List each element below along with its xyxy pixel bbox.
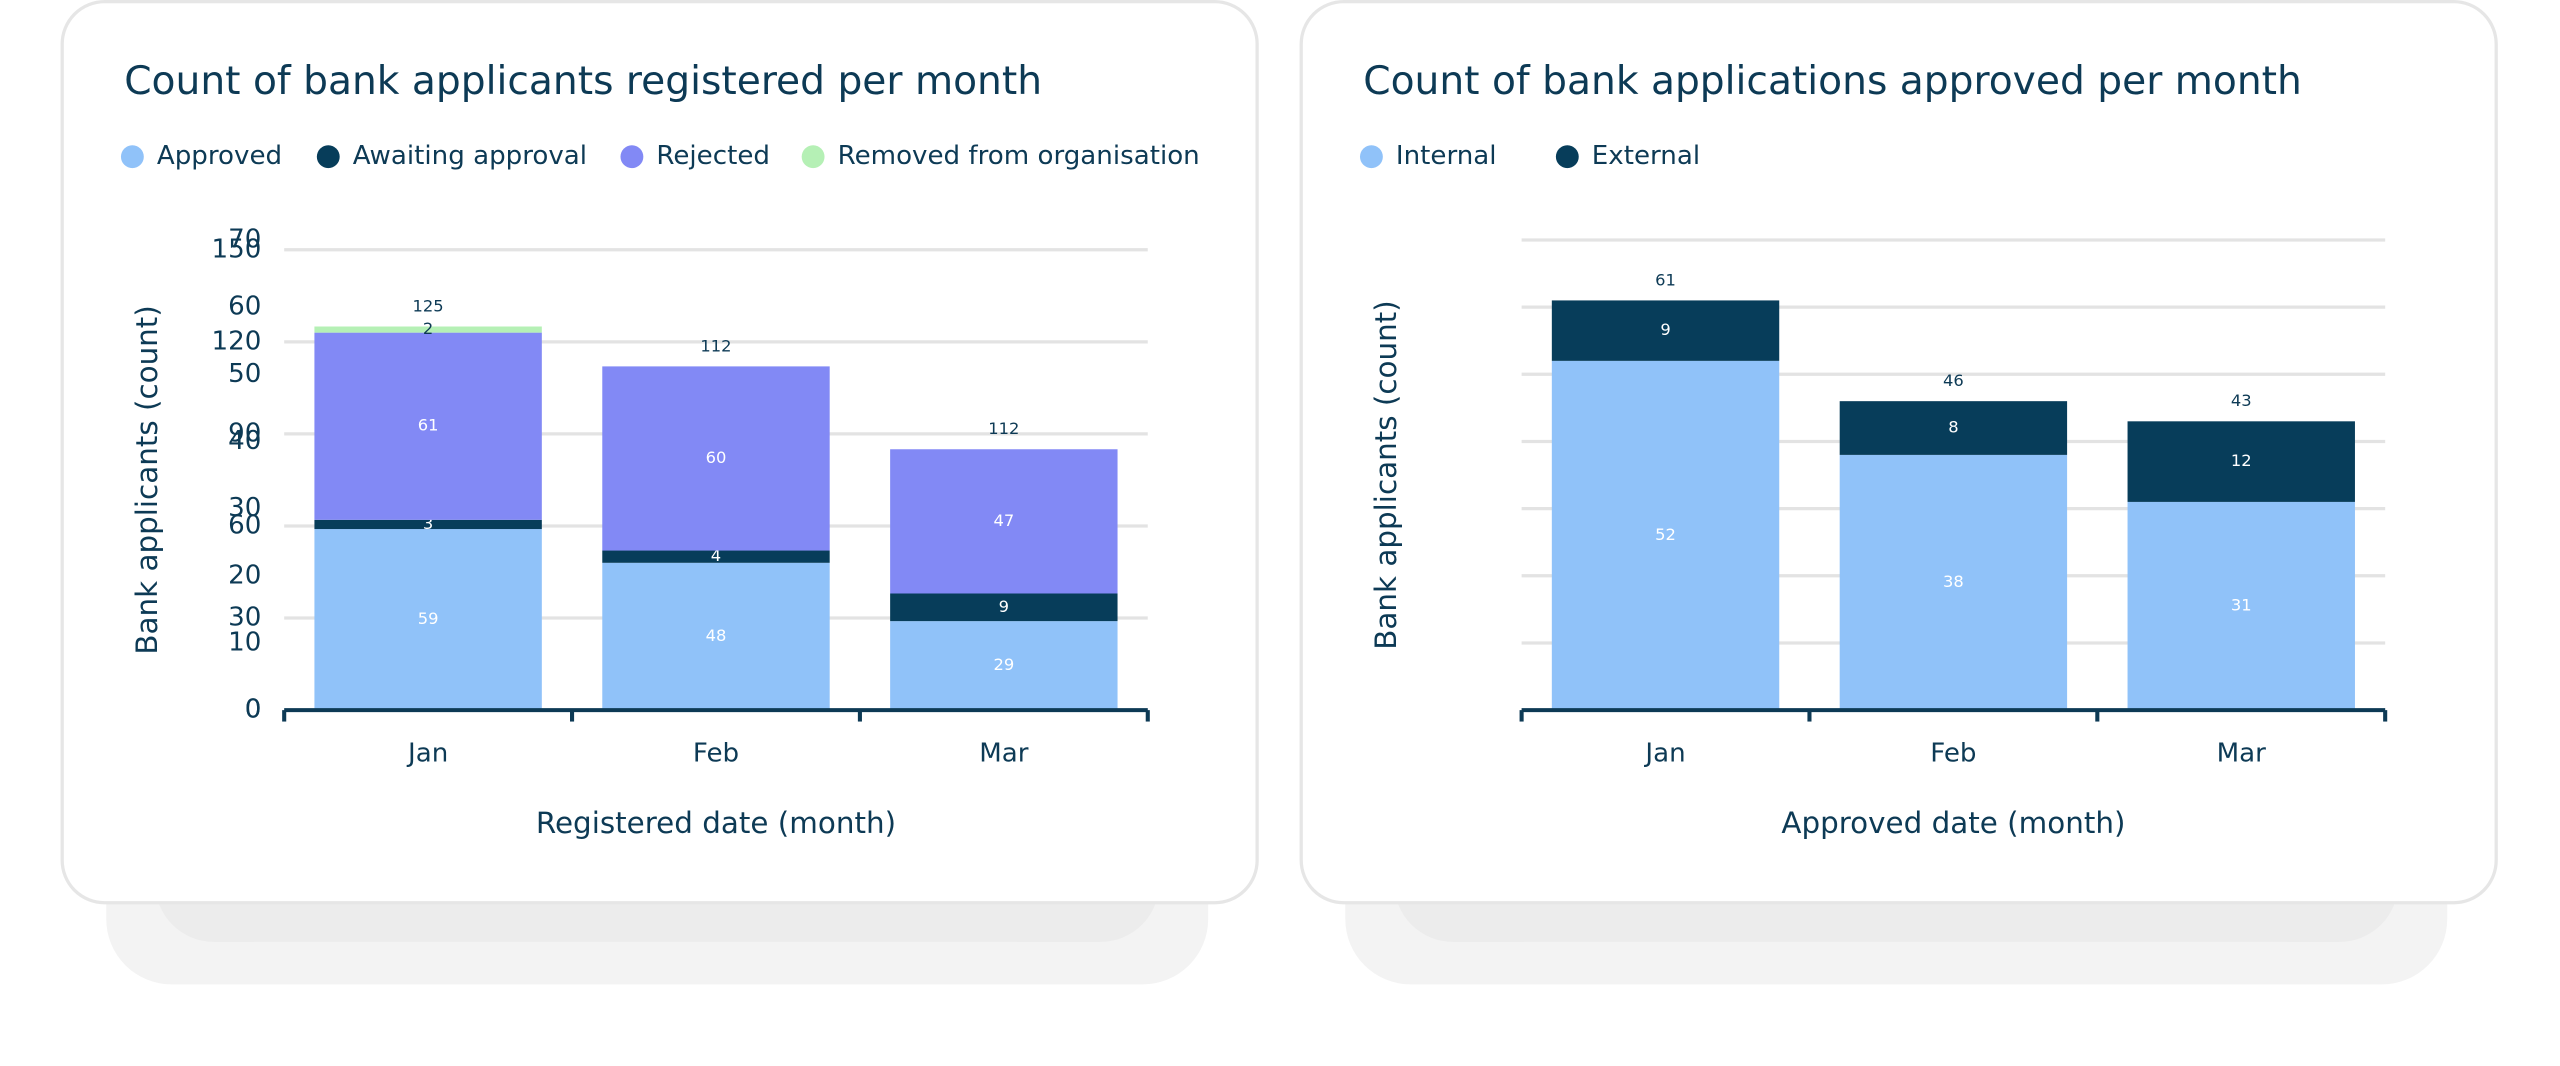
bar-segment (2127, 501, 2355, 711)
total-label: 125 (413, 296, 444, 315)
y-tick-label: 30 (228, 603, 261, 633)
data-label: 61 (418, 416, 439, 435)
bar-segment (1551, 300, 1780, 361)
legend-swatch (1359, 145, 1383, 169)
bar-segment (602, 562, 830, 711)
legend-label: External (1592, 141, 1700, 171)
bar-segment (602, 550, 830, 563)
data-label: 12 (2231, 451, 2252, 470)
x-tick-label: Mar (979, 739, 1029, 769)
data-label: 47 (993, 511, 1014, 530)
data-label: 60 (706, 448, 727, 467)
data-label: 48 (706, 626, 727, 645)
legend-swatch (801, 145, 825, 169)
total-label: 112 (700, 336, 731, 355)
data-label: 59 (418, 609, 439, 628)
y-tick-label: 120 (211, 326, 261, 356)
y-tick-label: 0 (245, 695, 262, 725)
bar-segment (890, 621, 1118, 711)
bar-segment (1551, 360, 1780, 711)
legend-label: Internal (1396, 141, 1497, 171)
y-tick-label: 50 (228, 359, 261, 389)
bar-segment (1839, 401, 2068, 455)
y-tick-label: 70 (228, 224, 261, 254)
bar-segment (890, 593, 1118, 622)
y-tick-label: 40 (228, 426, 261, 456)
y-tick-label: 90 (228, 418, 261, 448)
bar-segment (314, 326, 542, 333)
y-axis-label: Bank applicants (count) (130, 305, 164, 654)
y-tick-label: 20 (228, 560, 261, 590)
data-label: 52 (1655, 525, 1676, 544)
x-axis-label: Registered date (month) (536, 806, 896, 840)
legend-label: Rejected (656, 141, 770, 171)
x-tick-label: Feb (1930, 739, 1976, 769)
legend-swatch (120, 145, 144, 169)
data-label: 38 (1943, 572, 1964, 591)
y-tick-label: 30 (228, 493, 261, 523)
total-label: 61 (1655, 270, 1676, 289)
data-label: 8 (1948, 418, 1958, 437)
legend-swatch (1555, 145, 1579, 169)
data-label: 3 (423, 514, 433, 533)
total-label: 46 (1943, 371, 1964, 390)
legend-label: Awaiting approval (353, 141, 587, 171)
x-tick-label: Jan (406, 739, 448, 769)
data-label: 9 (1660, 320, 1670, 339)
data-label: 2 (423, 319, 433, 338)
total-label: 112 (988, 419, 1019, 438)
legend-label: Approved (157, 141, 282, 171)
x-tick-label: Mar (2217, 739, 2267, 769)
y-tick-label: 150 (211, 234, 261, 264)
data-label: 31 (2231, 596, 2252, 615)
legend-swatch (316, 145, 340, 169)
total-label: 43 (2231, 391, 2252, 410)
legend-swatch (620, 145, 644, 169)
data-label: 9 (999, 597, 1009, 616)
y-tick-label: 10 (228, 627, 261, 657)
x-axis-label: Approved date (month) (1781, 806, 2125, 840)
x-tick-label: Feb (693, 739, 739, 769)
bar-segment (890, 449, 1118, 594)
chart-title: Count of bank applications approved per … (1363, 59, 2302, 104)
y-axis-label: Bank applicants (count) (1369, 300, 1403, 649)
bar-segment (314, 332, 542, 520)
bar-segment (314, 519, 542, 530)
chart-title: Count of bank applicants registered per … (124, 59, 1042, 104)
bar-segment (1839, 454, 2068, 711)
bar-segment (2127, 421, 2355, 502)
bar-segment (314, 529, 542, 711)
x-tick-label: Jan (1643, 739, 1685, 769)
bar-segment (602, 366, 830, 551)
y-tick-label: 60 (228, 292, 261, 322)
y-tick-label: 60 (228, 510, 261, 540)
data-label: 4 (711, 546, 721, 565)
data-label: 29 (993, 655, 1014, 674)
legend-label: Removed from organisation (838, 141, 1200, 171)
y-tick-label: 0 (245, 695, 262, 725)
